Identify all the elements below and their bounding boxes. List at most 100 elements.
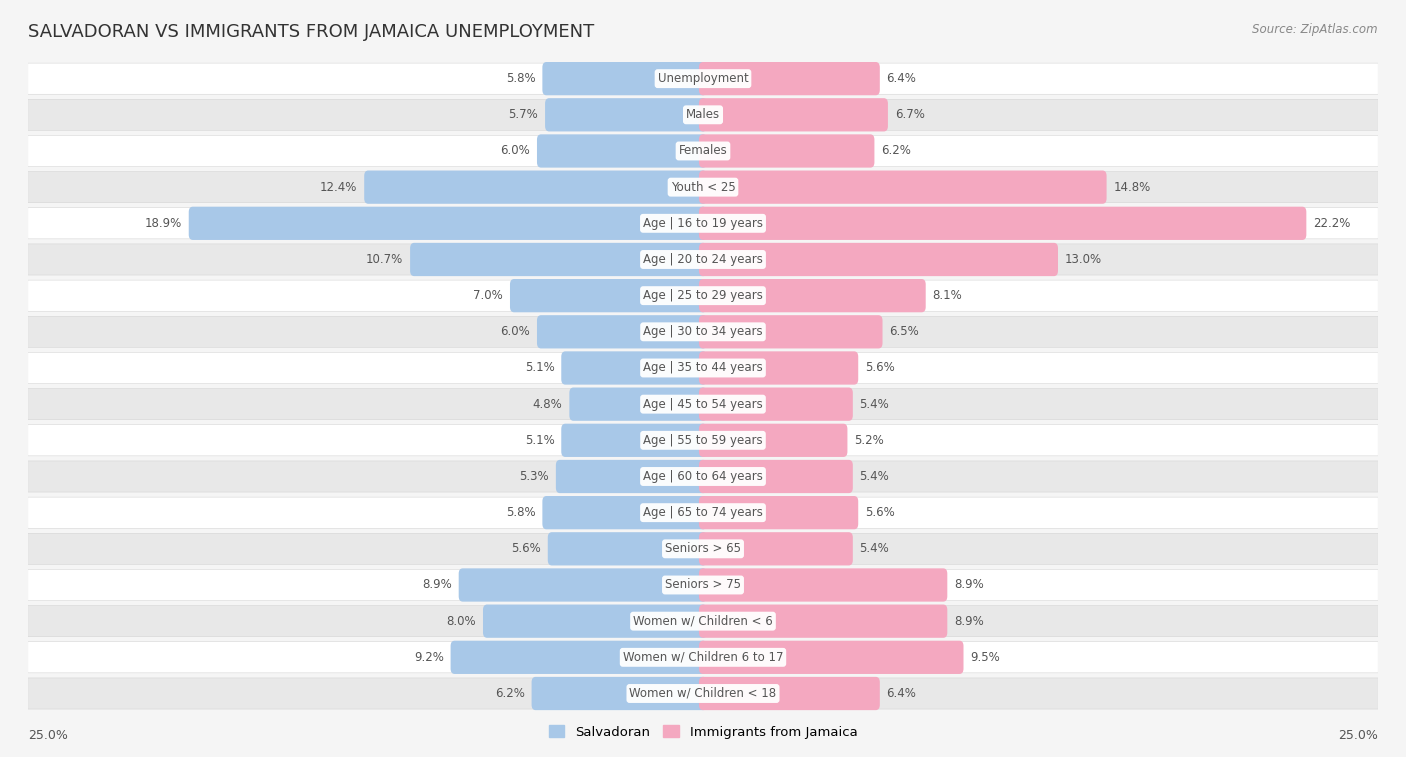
Text: 9.2%: 9.2% [413,651,444,664]
Text: SALVADORAN VS IMMIGRANTS FROM JAMAICA UNEMPLOYMENT: SALVADORAN VS IMMIGRANTS FROM JAMAICA UN… [28,23,595,41]
Text: 4.8%: 4.8% [533,397,562,410]
Text: Seniors > 75: Seniors > 75 [665,578,741,591]
Text: 5.6%: 5.6% [512,542,541,556]
FancyBboxPatch shape [699,62,880,95]
Text: 5.8%: 5.8% [506,506,536,519]
Text: Age | 20 to 24 years: Age | 20 to 24 years [643,253,763,266]
Text: 5.3%: 5.3% [519,470,550,483]
FancyBboxPatch shape [699,351,858,385]
Text: 5.1%: 5.1% [524,434,554,447]
Text: Youth < 25: Youth < 25 [671,181,735,194]
FancyBboxPatch shape [561,351,707,385]
FancyBboxPatch shape [699,569,948,602]
FancyBboxPatch shape [699,388,853,421]
FancyBboxPatch shape [699,640,963,674]
Text: 5.4%: 5.4% [859,542,890,556]
Text: Source: ZipAtlas.com: Source: ZipAtlas.com [1253,23,1378,36]
FancyBboxPatch shape [458,569,707,602]
Text: 25.0%: 25.0% [28,729,67,742]
FancyBboxPatch shape [561,424,707,457]
FancyBboxPatch shape [531,677,707,710]
Text: 5.4%: 5.4% [859,470,890,483]
FancyBboxPatch shape [28,388,1378,419]
FancyBboxPatch shape [28,316,1378,347]
FancyBboxPatch shape [699,207,1306,240]
Text: 5.6%: 5.6% [865,506,894,519]
Text: Age | 25 to 29 years: Age | 25 to 29 years [643,289,763,302]
Text: 5.7%: 5.7% [509,108,538,121]
FancyBboxPatch shape [699,243,1057,276]
FancyBboxPatch shape [699,605,948,638]
FancyBboxPatch shape [411,243,707,276]
FancyBboxPatch shape [28,136,1378,167]
Legend: Salvadoran, Immigrants from Jamaica: Salvadoran, Immigrants from Jamaica [543,720,863,744]
FancyBboxPatch shape [28,425,1378,456]
FancyBboxPatch shape [699,459,853,493]
FancyBboxPatch shape [28,172,1378,203]
Text: 13.0%: 13.0% [1064,253,1102,266]
FancyBboxPatch shape [28,280,1378,311]
Text: Age | 65 to 74 years: Age | 65 to 74 years [643,506,763,519]
Text: 18.9%: 18.9% [145,217,181,230]
Text: Seniors > 65: Seniors > 65 [665,542,741,556]
Text: 6.2%: 6.2% [882,145,911,157]
FancyBboxPatch shape [569,388,707,421]
FancyBboxPatch shape [28,642,1378,673]
Text: 8.9%: 8.9% [422,578,451,591]
Text: 10.7%: 10.7% [366,253,404,266]
Text: 25.0%: 25.0% [1339,729,1378,742]
Text: Age | 35 to 44 years: Age | 35 to 44 years [643,362,763,375]
Text: Women w/ Children < 18: Women w/ Children < 18 [630,687,776,700]
FancyBboxPatch shape [28,569,1378,600]
Text: 6.0%: 6.0% [501,326,530,338]
FancyBboxPatch shape [548,532,707,565]
Text: Women w/ Children 6 to 17: Women w/ Children 6 to 17 [623,651,783,664]
FancyBboxPatch shape [699,98,889,132]
Text: 7.0%: 7.0% [474,289,503,302]
FancyBboxPatch shape [28,99,1378,130]
Text: 6.4%: 6.4% [887,687,917,700]
FancyBboxPatch shape [28,606,1378,637]
FancyBboxPatch shape [699,134,875,167]
FancyBboxPatch shape [699,279,925,313]
FancyBboxPatch shape [28,461,1378,492]
Text: 5.2%: 5.2% [855,434,884,447]
Text: 8.1%: 8.1% [932,289,962,302]
FancyBboxPatch shape [543,496,707,529]
FancyBboxPatch shape [699,677,880,710]
FancyBboxPatch shape [537,315,707,348]
FancyBboxPatch shape [699,424,848,457]
FancyBboxPatch shape [546,98,707,132]
Text: 8.9%: 8.9% [955,615,984,628]
Text: 6.7%: 6.7% [894,108,925,121]
Text: 8.9%: 8.9% [955,578,984,591]
Text: 6.5%: 6.5% [889,326,920,338]
FancyBboxPatch shape [699,532,853,565]
FancyBboxPatch shape [188,207,707,240]
FancyBboxPatch shape [699,170,1107,204]
FancyBboxPatch shape [537,134,707,167]
FancyBboxPatch shape [699,315,883,348]
Text: Males: Males [686,108,720,121]
FancyBboxPatch shape [28,207,1378,239]
FancyBboxPatch shape [555,459,707,493]
FancyBboxPatch shape [28,497,1378,528]
Text: 6.2%: 6.2% [495,687,524,700]
Text: 5.1%: 5.1% [524,362,554,375]
Text: Unemployment: Unemployment [658,72,748,85]
FancyBboxPatch shape [450,640,707,674]
Text: Age | 55 to 59 years: Age | 55 to 59 years [643,434,763,447]
Text: 5.8%: 5.8% [506,72,536,85]
FancyBboxPatch shape [28,63,1378,94]
Text: 9.5%: 9.5% [970,651,1000,664]
Text: Age | 16 to 19 years: Age | 16 to 19 years [643,217,763,230]
FancyBboxPatch shape [699,496,858,529]
FancyBboxPatch shape [510,279,707,313]
Text: Age | 60 to 64 years: Age | 60 to 64 years [643,470,763,483]
Text: Women w/ Children < 6: Women w/ Children < 6 [633,615,773,628]
Text: Age | 45 to 54 years: Age | 45 to 54 years [643,397,763,410]
FancyBboxPatch shape [28,244,1378,275]
Text: 5.4%: 5.4% [859,397,890,410]
FancyBboxPatch shape [543,62,707,95]
FancyBboxPatch shape [364,170,707,204]
